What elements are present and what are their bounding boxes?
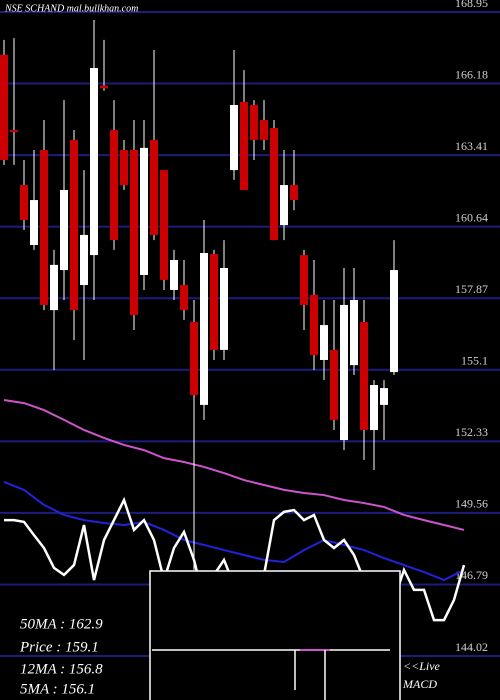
ma-line	[3, 399, 465, 531]
candle-body	[280, 185, 288, 226]
info-text: 50MA : 162.9	[20, 616, 103, 632]
candle-body	[20, 185, 28, 220]
candle-body	[340, 304, 348, 441]
ma-line	[3, 480, 465, 582]
candle-body	[160, 170, 168, 280]
candle-body	[200, 253, 208, 405]
candle-body	[220, 267, 228, 350]
candle-body	[140, 147, 148, 275]
y-tick-label: 152.33	[455, 425, 488, 439]
candle-body	[10, 130, 18, 133]
candle-body	[50, 264, 58, 311]
y-tick-label: 149.56	[455, 497, 488, 511]
candle-body	[170, 259, 178, 290]
candle-body	[90, 68, 98, 256]
candle-body	[260, 119, 268, 140]
y-tick-label: 160.64	[455, 210, 488, 224]
candle-body	[360, 321, 368, 430]
candle-body	[210, 254, 218, 350]
candle-body	[80, 234, 88, 286]
chart-title: NSE SCHAND mal.bullkhan.com	[4, 3, 138, 14]
candle-body	[330, 349, 338, 420]
info-text: 12MA : 156.8	[20, 661, 103, 677]
y-tick-label: 144.02	[455, 640, 488, 654]
candle-body	[240, 101, 248, 190]
candle-body	[230, 104, 238, 171]
info-text: 5MA : 156.1	[20, 681, 95, 697]
candle-body	[390, 270, 398, 373]
candle-body	[270, 127, 278, 241]
candle-body	[100, 85, 108, 89]
candle-body	[320, 325, 328, 360]
candle-body	[290, 185, 298, 201]
live-label: <<Live	[403, 659, 441, 673]
plot-area: 168.95 166.18 163.41 160.64 157.87 155.1 152.3…	[0, 0, 500, 657]
candle-body	[150, 139, 158, 235]
indicator-label: MACD	[402, 677, 437, 691]
candle-body	[310, 294, 318, 356]
candle-body	[30, 200, 38, 246]
y-tick-label: 155.1	[461, 354, 488, 368]
candle-body	[250, 104, 258, 140]
macd-box	[149, 570, 401, 700]
candle-body	[70, 139, 78, 311]
y-tick-label: 157.87	[455, 282, 488, 296]
macd-panel	[149, 570, 401, 700]
candle-body	[120, 149, 128, 186]
candle-body	[60, 189, 68, 271]
candle-body	[0, 54, 8, 161]
candle-body	[130, 149, 138, 316]
candle-body	[40, 149, 48, 305]
candle-body	[350, 300, 358, 366]
y-tick-label: 168.95	[455, 0, 488, 10]
y-tick-label: 163.41	[455, 139, 488, 153]
candle-body	[380, 388, 388, 405]
info-text: Price : 159.1	[19, 639, 99, 655]
candle-body	[190, 321, 198, 396]
candle-body	[110, 130, 118, 241]
y-tick-label: 166.18	[455, 67, 488, 81]
candle-body	[370, 385, 378, 430]
candle-body	[300, 255, 308, 305]
candle-body	[180, 285, 188, 311]
